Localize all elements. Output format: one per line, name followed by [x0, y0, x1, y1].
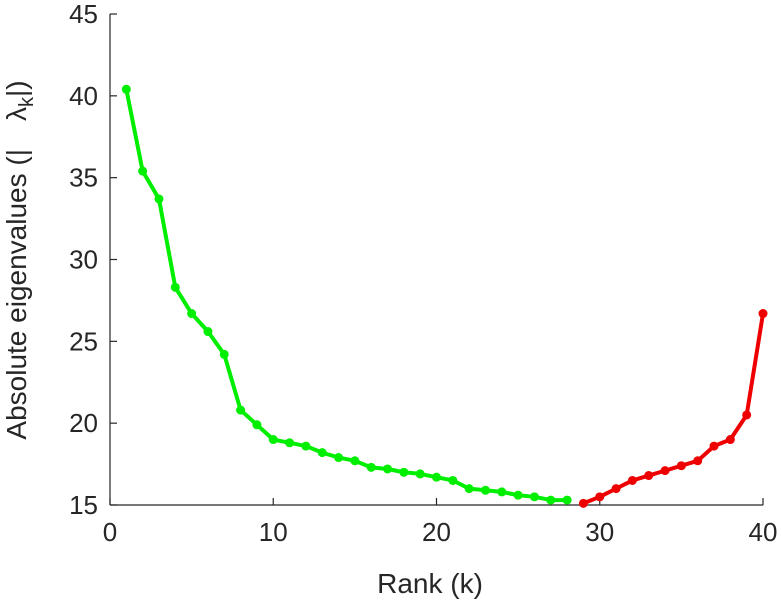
data-point: [138, 166, 148, 176]
y-tick-label: 25: [69, 326, 98, 356]
data-point: [595, 492, 605, 502]
data-point: [154, 194, 164, 204]
data-point: [644, 471, 654, 481]
data-point: [627, 475, 637, 485]
data-point: [252, 420, 262, 430]
y-tick-label: 15: [69, 490, 98, 520]
x-tick-label: 40: [749, 517, 778, 547]
data-point: [578, 498, 588, 508]
y-axis-title-suffix: |): [1, 80, 32, 97]
data-point: [448, 475, 458, 485]
data-point: [170, 282, 180, 292]
y-tick-label: 30: [69, 245, 98, 275]
data-point: [611, 484, 621, 494]
data-point: [121, 84, 131, 94]
data-point: [399, 467, 409, 477]
data-point: [513, 490, 523, 500]
data-point: [546, 495, 556, 505]
y-axis-title-prefix: Absolute eigenvalues (|: [1, 149, 32, 440]
axes: 0 10 20 30 40 15 20 25 30 35 40 45: [69, 0, 777, 547]
series-line: [581, 311, 765, 506]
series-layer: [121, 84, 768, 508]
series-2: [578, 309, 768, 508]
data-point: [285, 438, 295, 448]
data-point: [187, 309, 197, 319]
data-point: [660, 466, 670, 476]
data-point: [758, 309, 768, 319]
data-point: [432, 472, 441, 482]
data-point: [709, 441, 719, 451]
y-tick-label: 35: [69, 163, 98, 193]
data-point: [497, 487, 507, 497]
data-point: [350, 456, 360, 466]
x-axis-title: Rank (k): [377, 568, 483, 599]
data-point: [236, 405, 246, 415]
data-point: [676, 461, 686, 471]
data-point: [317, 448, 327, 458]
data-point: [562, 495, 572, 505]
series-1: [121, 84, 572, 505]
y-tick-label: 20: [69, 408, 98, 438]
y-axis-title: Absolute eigenvalues (| λk|): [1, 80, 38, 439]
x-tick-label: 30: [585, 517, 614, 547]
x-tick-label: 10: [259, 517, 288, 547]
y-axis-title-subscript: k: [16, 96, 38, 107]
data-point: [334, 453, 344, 463]
data-point: [693, 456, 703, 466]
series-line: [124, 87, 570, 503]
y-axis-title-symbol: λ: [1, 107, 32, 121]
data-point: [219, 349, 229, 359]
data-point: [383, 464, 393, 474]
x-tick-label: 0: [103, 517, 117, 547]
data-point: [415, 469, 425, 479]
data-point: [464, 484, 474, 494]
x-tick-label: 20: [422, 517, 451, 547]
data-point: [268, 435, 278, 445]
y-tick-label: 45: [69, 0, 98, 29]
data-point: [725, 435, 735, 445]
data-point: [529, 492, 539, 502]
data-point: [301, 441, 311, 451]
y-tick-label: 40: [69, 81, 98, 111]
data-point: [742, 410, 752, 420]
data-point: [366, 462, 376, 472]
data-point: [203, 327, 213, 337]
data-point: [480, 485, 490, 495]
